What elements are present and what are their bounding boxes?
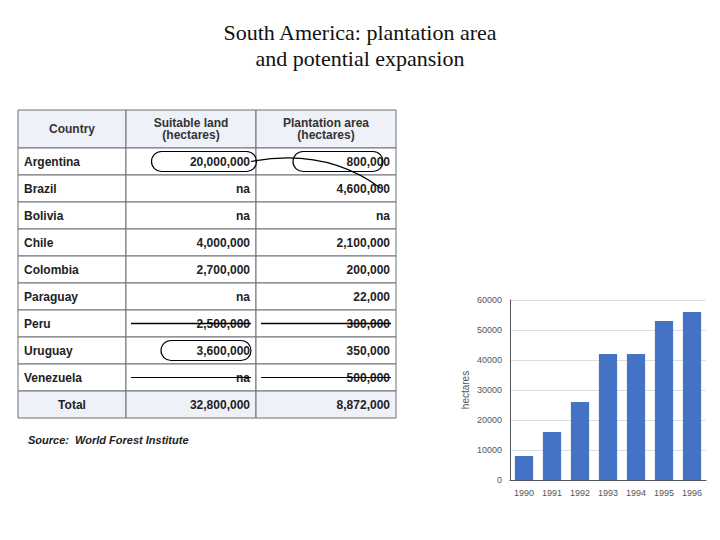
- svg-text:2,100,000: 2,100,000: [337, 236, 391, 250]
- svg-text:10000: 10000: [477, 445, 502, 455]
- svg-text:Uruguay: Uruguay: [24, 344, 73, 358]
- svg-text:na: na: [376, 209, 390, 223]
- svg-text:4,000,000: 4,000,000: [197, 236, 251, 250]
- svg-text:South America: plantation area: South America: plantation area: [223, 20, 496, 45]
- svg-text:300,000: 300,000: [346, 316, 390, 331]
- svg-text:200,000: 200,000: [347, 263, 391, 277]
- svg-text:na: na: [236, 290, 250, 304]
- svg-text:na: na: [236, 370, 250, 385]
- svg-text:Paraguay: Paraguay: [24, 290, 78, 304]
- svg-text:1996: 1996: [682, 488, 702, 498]
- svg-text:Suitable land: Suitable land: [153, 116, 229, 130]
- svg-text:20,000,000: 20,000,000: [190, 155, 250, 169]
- svg-text:30000: 30000: [477, 385, 502, 395]
- svg-text:60000: 60000: [477, 295, 502, 305]
- svg-text:na: na: [236, 182, 250, 196]
- svg-text:Brazil: Brazil: [24, 182, 57, 196]
- svg-text:(hectares): (hectares): [162, 128, 219, 142]
- svg-text:1995: 1995: [654, 488, 674, 498]
- svg-text:350,000: 350,000: [347, 344, 391, 358]
- svg-text:and potential expansion: and potential expansion: [256, 46, 465, 71]
- svg-text:22,000: 22,000: [353, 290, 390, 304]
- svg-text:20000: 20000: [477, 415, 502, 425]
- svg-text:Venezuela: Venezuela: [24, 371, 82, 385]
- svg-text:(hectares): (hectares): [297, 128, 354, 142]
- svg-text:Plantation area: Plantation area: [283, 116, 369, 130]
- svg-text:Chile: Chile: [24, 236, 54, 250]
- svg-text:3,600,000: 3,600,000: [197, 344, 251, 358]
- svg-text:1993: 1993: [598, 488, 618, 498]
- svg-text:Source: World Forest Institut: Source: World Forest Institute: [28, 434, 189, 446]
- svg-text:50000: 50000: [477, 325, 502, 335]
- svg-text:0: 0: [497, 475, 502, 485]
- svg-text:2,500,000: 2,500,000: [196, 316, 250, 331]
- svg-text:40000: 40000: [477, 355, 502, 365]
- svg-text:Colombia: Colombia: [24, 263, 79, 277]
- svg-text:Bolivia: Bolivia: [24, 209, 64, 223]
- svg-text:Argentina: Argentina: [24, 155, 80, 169]
- svg-text:2,700,000: 2,700,000: [197, 263, 251, 277]
- svg-text:Country: Country: [49, 122, 95, 136]
- svg-text:800,000: 800,000: [347, 155, 391, 169]
- svg-text:Peru: Peru: [24, 317, 51, 331]
- svg-text:32,800,000: 32,800,000: [190, 398, 250, 412]
- svg-text:500,000: 500,000: [346, 370, 390, 385]
- svg-text:4,600,000: 4,600,000: [337, 182, 391, 196]
- svg-text:8,872,000: 8,872,000: [337, 398, 391, 412]
- svg-text:1992: 1992: [570, 488, 590, 498]
- svg-text:1991: 1991: [542, 488, 562, 498]
- svg-text:1990: 1990: [514, 488, 534, 498]
- svg-text:na: na: [236, 209, 250, 223]
- svg-text:hectares: hectares: [460, 371, 471, 409]
- svg-text:Total: Total: [58, 398, 86, 412]
- svg-text:1994: 1994: [626, 488, 646, 498]
